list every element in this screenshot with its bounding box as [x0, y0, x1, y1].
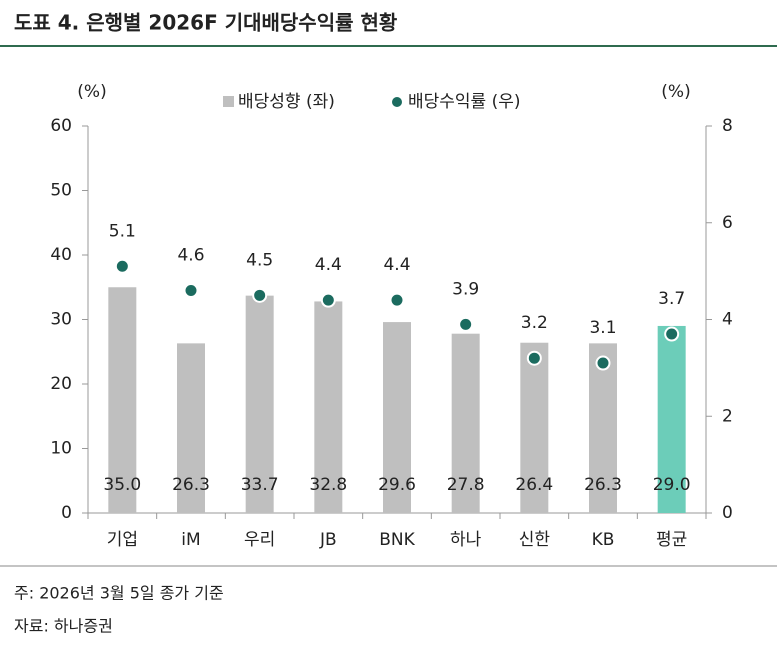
x-tick-label: 우리 [244, 530, 275, 550]
bar [108, 287, 137, 513]
dot-value-label: 5.1 [109, 221, 136, 241]
dot-value-label: 4.4 [383, 255, 410, 275]
dot-value-label: 3.2 [521, 313, 548, 333]
x-tick-label: 신한 [519, 530, 551, 550]
x-tick-label: 평균 [656, 530, 687, 550]
y-unit: (%) [77, 82, 106, 102]
bar [383, 322, 411, 513]
x-tick-label: KB [592, 530, 615, 550]
y2-tick-label: 6 [722, 213, 733, 233]
x-tick-label: 기업 [107, 530, 138, 550]
bar [589, 343, 617, 513]
bar [657, 325, 686, 513]
y2-tick-label: 8 [722, 116, 733, 136]
dot [664, 326, 680, 342]
bar [314, 301, 343, 513]
dot [458, 316, 474, 332]
legend-label: 배당성향 (좌) [238, 92, 335, 112]
legend-swatch [223, 96, 234, 107]
bar-value-label: 26.3 [584, 475, 622, 495]
bar-value-label: 32.8 [309, 475, 347, 495]
dot-value-label: 4.4 [315, 255, 342, 275]
legend-label: 배당수익률 (우) [408, 92, 521, 112]
dot [320, 292, 336, 308]
bar [520, 342, 549, 513]
dot-value-label: 4.5 [246, 250, 273, 270]
source: 자료: 하나증권 [14, 617, 113, 636]
dot [595, 355, 611, 371]
dot-value-label: 4.6 [177, 245, 204, 265]
dot [252, 287, 268, 303]
bar [177, 343, 205, 513]
y-tick-label: 30 [50, 310, 72, 330]
x-tick-label: iM [181, 530, 200, 550]
dot-value-label: 3.9 [452, 279, 479, 299]
x-tick-label: JB [319, 530, 337, 550]
bar-value-label: 35.0 [103, 475, 141, 495]
dot [183, 282, 199, 298]
bar [451, 333, 480, 513]
y-tick-label: 40 [50, 245, 72, 265]
bar-value-label: 29.6 [378, 475, 416, 495]
y2-tick-label: 0 [722, 503, 733, 523]
y2-unit: (%) [661, 82, 690, 102]
y2-tick-label: 2 [722, 406, 733, 426]
note: 주: 2026년 3월 5일 종가 기준 [14, 584, 224, 603]
legend-swatch [392, 97, 402, 107]
dot [526, 350, 542, 366]
dot [114, 258, 130, 274]
y-tick-label: 20 [50, 374, 72, 394]
x-tick-label: 하나 [450, 530, 482, 550]
y-tick-label: 50 [50, 181, 72, 201]
chart-title: 도표 4. 은행별 2026F 기대배당수익률 현황 [14, 11, 398, 35]
bar-value-label: 33.7 [241, 475, 279, 495]
y-tick-label: 0 [61, 503, 72, 523]
y-tick-label: 10 [50, 439, 72, 459]
bar-value-label: 26.3 [172, 475, 210, 495]
y2-tick-label: 4 [722, 310, 733, 330]
bar-value-label: 27.8 [447, 475, 485, 495]
dot [389, 292, 405, 308]
bar-value-label: 26.4 [515, 475, 553, 495]
bar [245, 295, 274, 513]
x-tick-label: BNK [379, 530, 415, 550]
y-tick-label: 60 [50, 116, 72, 136]
bar-value-label: 29.0 [653, 475, 691, 495]
dot-value-label: 3.7 [658, 289, 685, 309]
dot-value-label: 3.1 [589, 318, 616, 338]
